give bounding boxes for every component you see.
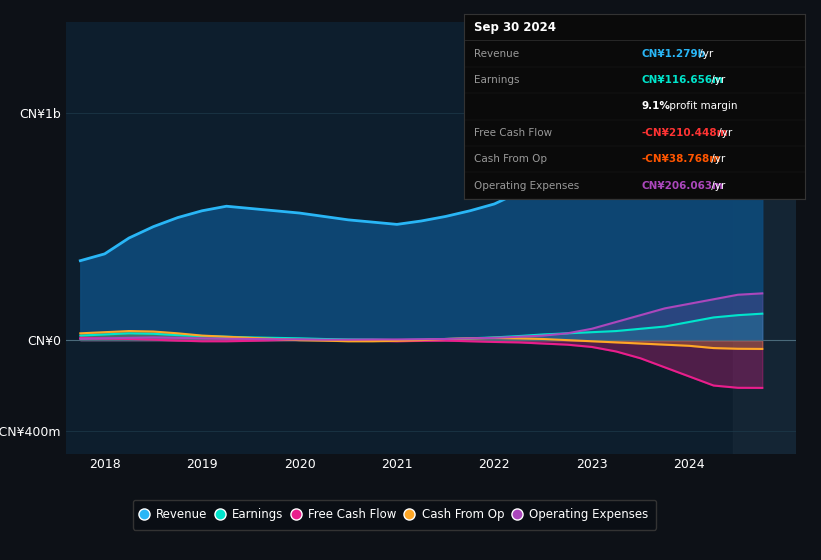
Text: -CN¥38.768m: -CN¥38.768m [641,154,720,164]
Text: CN¥206.063m: CN¥206.063m [641,180,723,190]
Text: /yr: /yr [709,154,726,164]
Text: -CN¥38.768m /yr: -CN¥38.768m /yr [641,154,731,164]
Text: Earnings: Earnings [474,75,520,85]
Bar [733,22,796,454]
Text: CN¥1.279b: CN¥1.279b [641,49,705,59]
Text: -CN¥210.448m: -CN¥210.448m [641,128,727,138]
Text: 9.1%: 9.1% [641,101,670,111]
Text: /yr: /yr [714,128,732,138]
Text: Sep 30 2024: Sep 30 2024 [474,21,556,34]
Text: CN¥116.656m /yr: CN¥116.656m /yr [641,75,733,85]
Text: CN¥116.656m: CN¥116.656m [641,75,723,85]
Text: CN¥1.279b /yr: CN¥1.279b /yr [641,49,717,59]
Text: Revenue: Revenue [474,49,519,59]
Text: /yr: /yr [696,49,713,59]
Text: 9.1% profit margin: 9.1% profit margin [641,101,739,111]
Text: Free Cash Flow: Free Cash Flow [474,128,553,138]
Text: profit margin: profit margin [666,101,737,111]
Text: /yr: /yr [709,75,726,85]
Text: /yr: /yr [709,180,726,190]
Text: CN¥206.063m /yr: CN¥206.063m /yr [641,180,733,190]
Text: Operating Expenses: Operating Expenses [474,180,580,190]
Legend: Revenue, Earnings, Free Cash Flow, Cash From Op, Operating Expenses: Revenue, Earnings, Free Cash Flow, Cash … [132,500,657,530]
Text: -CN¥210.448m /yr: -CN¥210.448m /yr [641,128,736,138]
Text: Cash From Op: Cash From Op [474,154,547,164]
